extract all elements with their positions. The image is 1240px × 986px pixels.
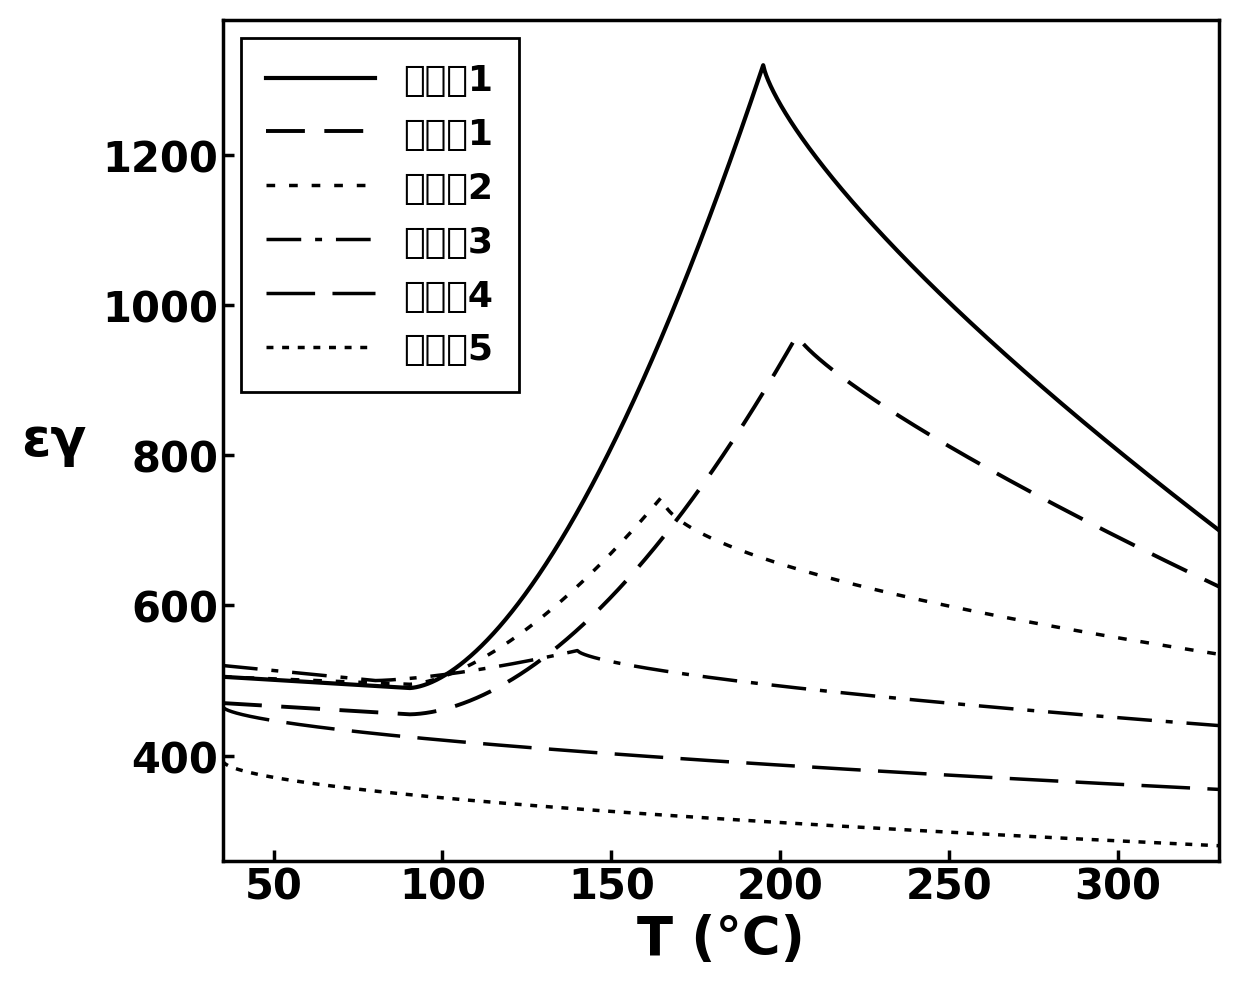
实施套3 bbox=[216, 660, 231, 671]
对比套1 bbox=[755, 60, 770, 72]
实施套2 bbox=[701, 531, 715, 543]
对比套1 bbox=[701, 216, 715, 228]
实施套4 bbox=[1183, 782, 1198, 794]
实施套2 bbox=[267, 673, 281, 685]
实施套5 bbox=[673, 810, 688, 822]
实施套3 bbox=[1183, 718, 1198, 730]
实施套1 bbox=[1001, 474, 1016, 486]
实施套1 bbox=[216, 697, 231, 709]
对比套1 bbox=[675, 284, 689, 296]
Y-axis label: εγ: εγ bbox=[21, 415, 87, 466]
实施套2 bbox=[1184, 644, 1199, 656]
实施套1 bbox=[1183, 568, 1198, 580]
实施套4 bbox=[673, 753, 688, 765]
实施套3 bbox=[1211, 720, 1226, 732]
实施套2 bbox=[653, 492, 668, 504]
Line: 实施套2: 实施套2 bbox=[223, 498, 1219, 684]
实施套4 bbox=[216, 701, 231, 713]
Line: 实施套4: 实施套4 bbox=[223, 707, 1219, 790]
实施套4 bbox=[699, 754, 714, 766]
实施套4 bbox=[1211, 784, 1226, 796]
实施套2 bbox=[1183, 644, 1198, 656]
实施套5 bbox=[1182, 838, 1197, 850]
对比套1 bbox=[216, 671, 231, 683]
实施套5 bbox=[999, 829, 1014, 841]
Line: 实施套5: 实施套5 bbox=[223, 761, 1219, 846]
实施套5 bbox=[267, 772, 281, 784]
实施套3 bbox=[570, 645, 585, 657]
实施套2 bbox=[1211, 649, 1226, 661]
实施套3 bbox=[701, 671, 715, 683]
对比套1 bbox=[1184, 504, 1199, 516]
实施套4 bbox=[267, 715, 281, 727]
实施套3 bbox=[675, 668, 689, 679]
对比套1 bbox=[1211, 525, 1226, 536]
对比套1 bbox=[1001, 352, 1016, 364]
实施套5 bbox=[1211, 840, 1226, 852]
实施套1 bbox=[1184, 568, 1199, 580]
实施套1 bbox=[402, 709, 417, 721]
实施套1 bbox=[1211, 581, 1226, 593]
实施套3 bbox=[1183, 718, 1198, 730]
实施套3 bbox=[267, 665, 281, 676]
实施套1 bbox=[267, 700, 281, 712]
Legend: 对比套1, 实施套1, 实施套2, 实施套3, 实施套4, 实施套5: 对比套1, 实施套1, 实施套2, 实施套3, 实施套4, 实施套5 bbox=[241, 38, 518, 392]
实施套5 bbox=[216, 755, 231, 767]
实施套2 bbox=[675, 517, 689, 528]
实施套3 bbox=[1001, 703, 1016, 715]
Line: 对比套1: 对比套1 bbox=[223, 66, 1219, 688]
实施套2 bbox=[402, 678, 417, 690]
实施套1 bbox=[790, 330, 805, 342]
实施套5 bbox=[699, 812, 714, 824]
实施套2 bbox=[216, 671, 231, 683]
Line: 实施套3: 实施套3 bbox=[223, 651, 1219, 726]
实施套4 bbox=[1182, 782, 1197, 794]
X-axis label: T (°C): T (°C) bbox=[637, 913, 805, 965]
实施套1 bbox=[701, 472, 715, 484]
实施套1 bbox=[675, 508, 689, 520]
实施套4 bbox=[999, 773, 1014, 785]
实施套2 bbox=[1001, 612, 1016, 624]
对比套1 bbox=[1183, 503, 1198, 515]
实施套5 bbox=[1183, 839, 1198, 851]
Line: 实施套1: 实施套1 bbox=[223, 336, 1219, 715]
对比套1 bbox=[267, 674, 281, 686]
对比套1 bbox=[402, 682, 417, 694]
